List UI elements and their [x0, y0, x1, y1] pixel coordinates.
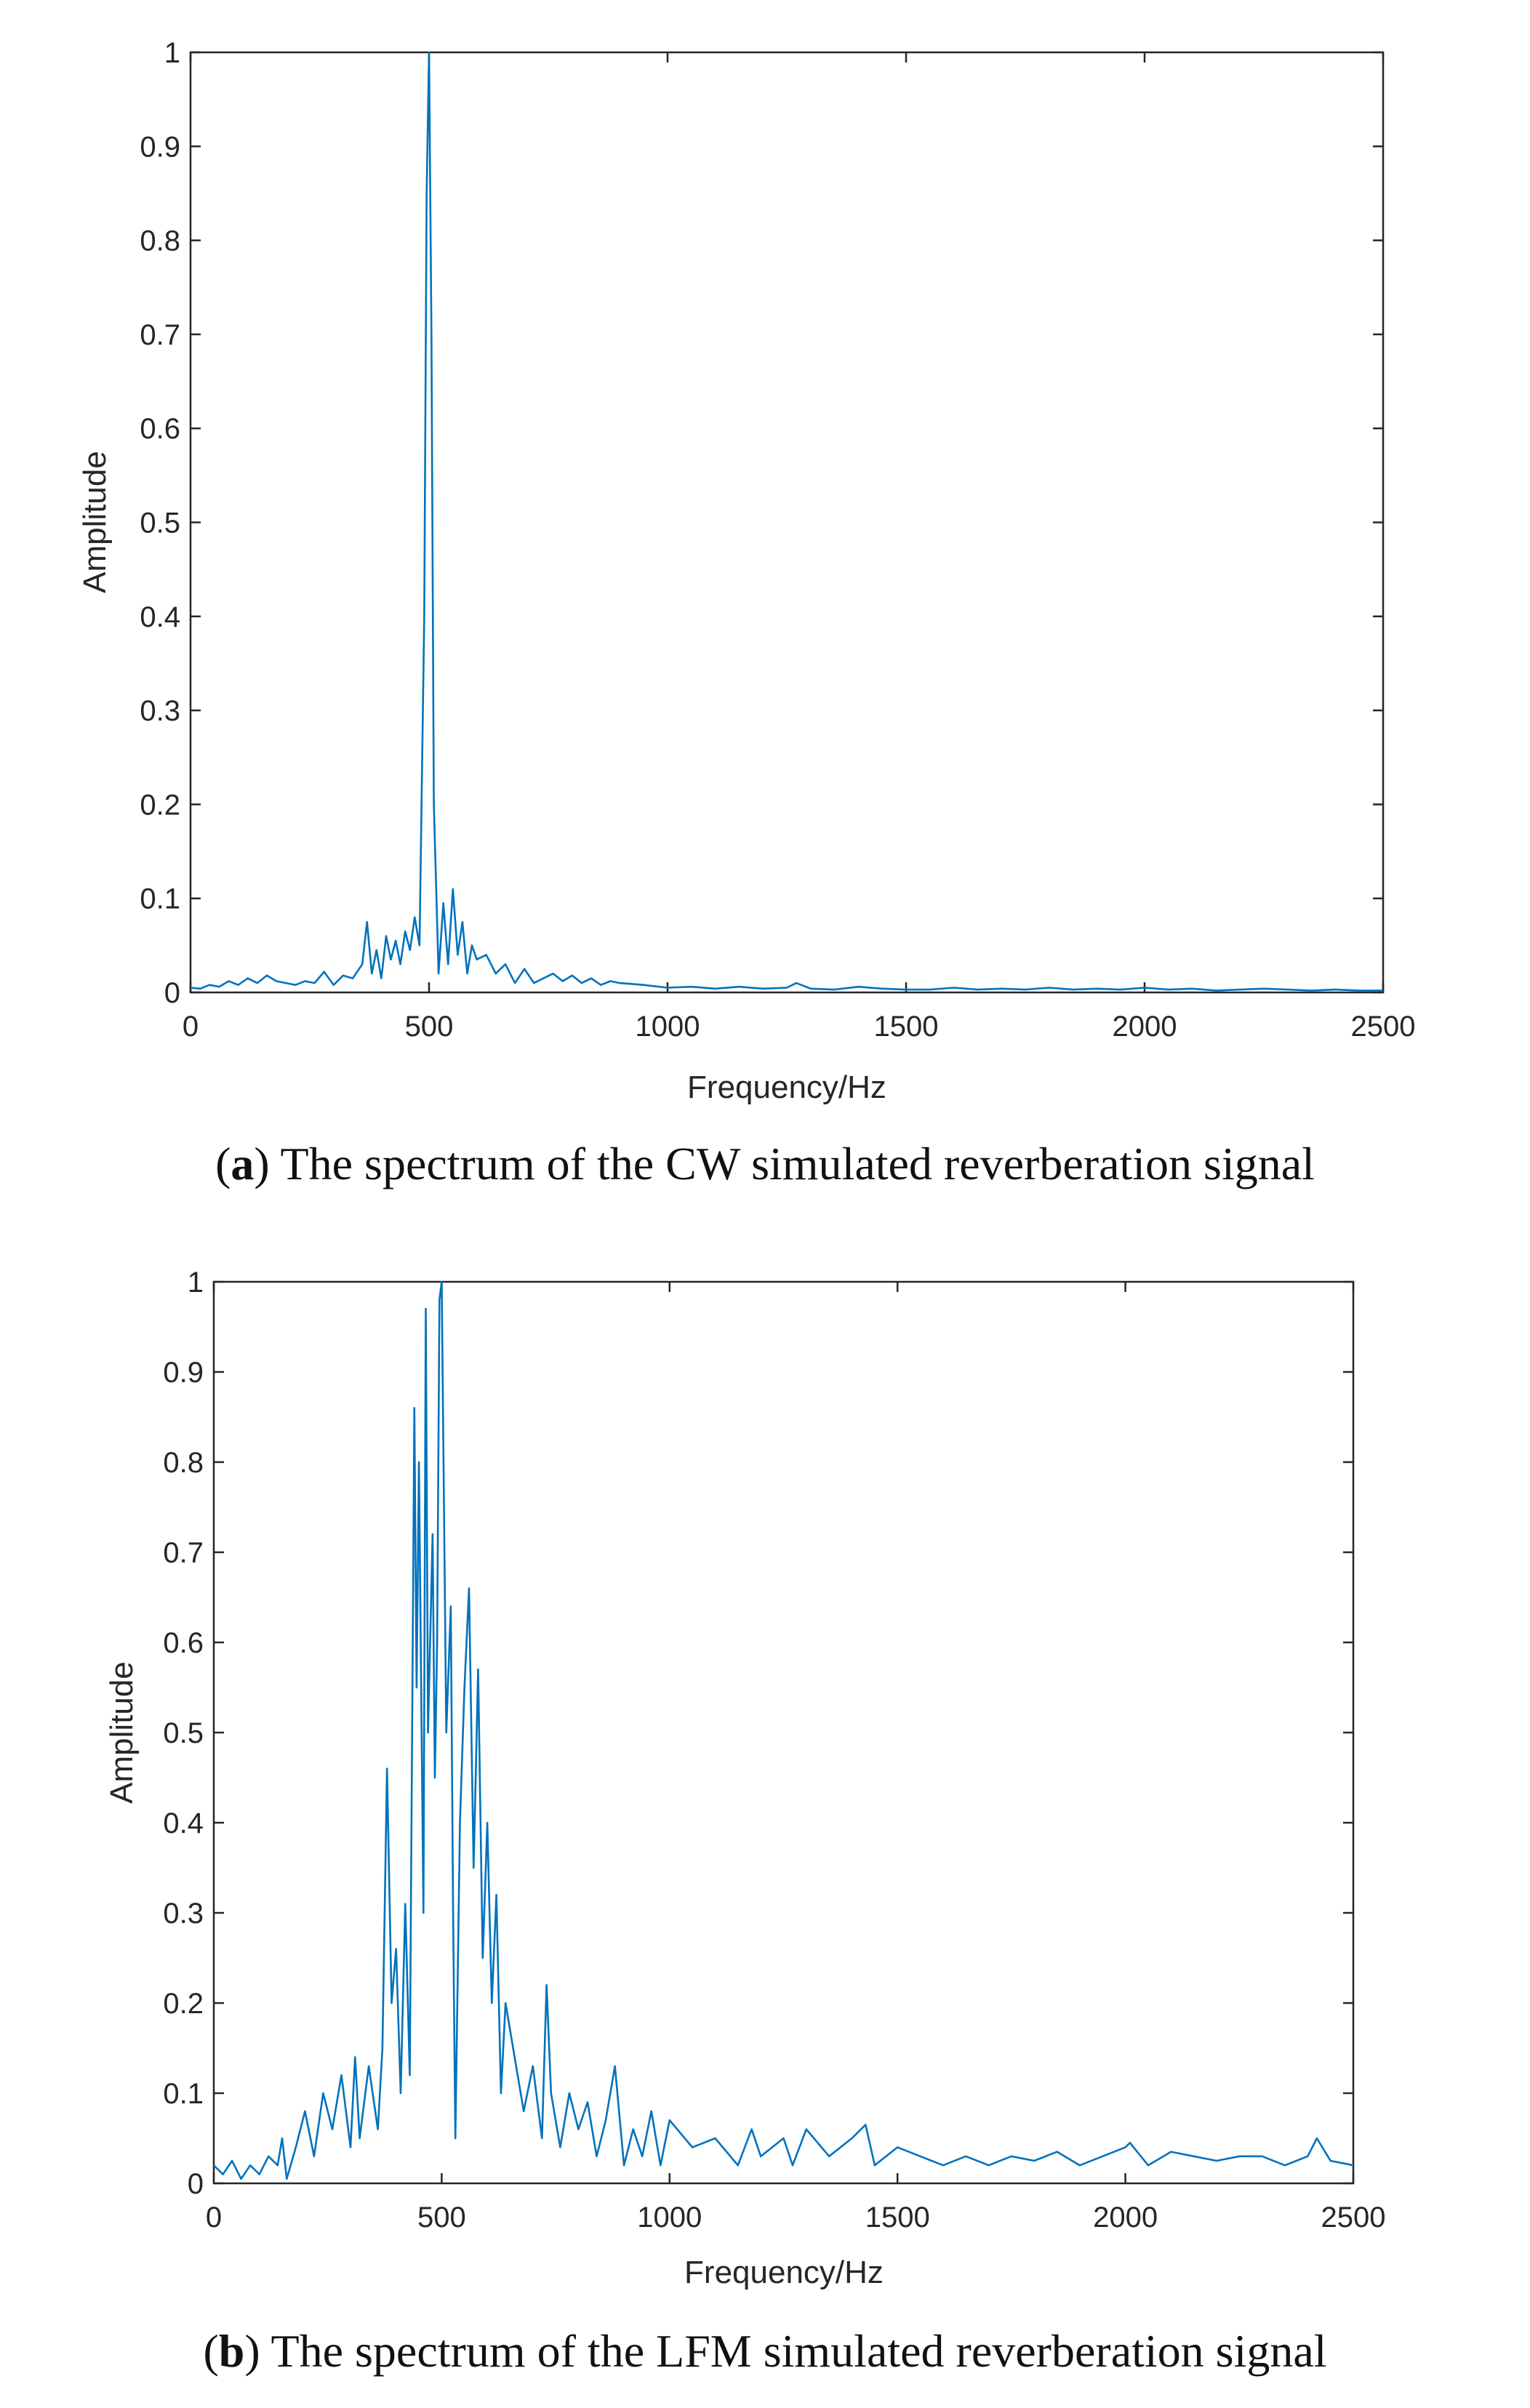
- y-tick-label: 0.8: [163, 1447, 204, 1479]
- panel-b: 0 0.1 0.2 0.3 0.4 0.5 0.6 0.7 0.8 0.9 1 0 500 1000 15…: [104, 1267, 1385, 2377]
- y-tick-label: 0: [188, 2168, 204, 2200]
- y-tick-label: 0.4: [140, 601, 180, 633]
- y-tick-label: 0.5: [140, 507, 180, 539]
- y-tick-label: 0.3: [140, 695, 180, 727]
- x-tick-label: 0: [183, 1011, 199, 1043]
- panel-b-y-tick-labels: 0 0.1 0.2 0.3 0.4 0.5 0.6 0.7 0.8 0.9 1: [163, 1267, 204, 2200]
- y-tick-label: 0.1: [163, 2078, 204, 2110]
- x-tick-label: 2000: [1113, 1011, 1177, 1043]
- x-tick-label: 2000: [1093, 2202, 1158, 2234]
- y-tick-label: 0.6: [163, 1627, 204, 1659]
- y-tick-label: 0.4: [163, 1807, 204, 1839]
- panel-b-x-tick-labels: 0 500 1000 1500 2000 2500: [206, 2202, 1386, 2234]
- x-tick-label: 2500: [1351, 1011, 1416, 1043]
- y-tick-label: 0.9: [163, 1357, 204, 1389]
- x-tick-label: 1500: [865, 2202, 930, 2234]
- y-tick-label: 0.5: [163, 1717, 204, 1749]
- panel-b-caption: (b) The spectrum of the LFM simulated re…: [203, 2325, 1326, 2377]
- panel-b-xlabel: Frequency/Hz: [684, 2255, 884, 2290]
- panel-a-x-tick-labels: 0 500 1000 1500 2000 2500: [183, 1011, 1416, 1043]
- panel-a-caption-text: The spectrum of the CW simulated reverbe…: [281, 1138, 1315, 1189]
- panel-b-caption-text: The spectrum of the LFM simulated reverb…: [271, 2325, 1327, 2377]
- panel-b-plot-frame: [212, 1280, 1355, 2185]
- y-tick-label: 0.1: [140, 883, 180, 915]
- y-tick-label: 0.2: [163, 1988, 204, 2020]
- y-tick-label: 0.6: [140, 413, 180, 445]
- y-tick-label: 0.2: [140, 789, 180, 821]
- panel-a: 0 0.1 0.2 0.3 0.4 0.5 0.6 0.7 0.8 0.9 1 0 500 1000 15…: [77, 37, 1415, 1189]
- x-tick-label: 500: [417, 2202, 466, 2234]
- panel-a-plot-frame: [189, 51, 1385, 994]
- y-tick-label: 1: [164, 37, 180, 69]
- y-tick-label: 1: [188, 1267, 204, 1299]
- panel-b-ticks: [212, 1280, 1355, 2185]
- panel-a-caption: (a) The spectrum of the CW simulated rev…: [215, 1138, 1315, 1189]
- y-tick-label: 0.3: [163, 1898, 204, 1930]
- panel-a-ylabel: Amplitude: [77, 451, 113, 593]
- panel-b-ylabel: Amplitude: [104, 1661, 140, 1804]
- panel-a-series-line: [190, 51, 1383, 992]
- x-tick-label: 2500: [1321, 2202, 1386, 2234]
- y-tick-label: 0: [164, 977, 180, 1009]
- y-tick-label: 0.7: [140, 319, 180, 351]
- y-tick-label: 0.7: [163, 1537, 204, 1569]
- x-tick-label: 500: [405, 1011, 454, 1043]
- x-tick-label: 1500: [874, 1011, 939, 1043]
- panel-a-xlabel: Frequency/Hz: [687, 1069, 886, 1105]
- panel-a-ticks: [189, 51, 1385, 994]
- x-tick-label: 1000: [637, 2202, 702, 2234]
- x-tick-label: 0: [206, 2202, 222, 2234]
- panel-b-caption-letter: b: [219, 2325, 245, 2377]
- y-tick-label: 0.9: [140, 131, 180, 163]
- panel-a-y-tick-labels: 0 0.1 0.2 0.3 0.4 0.5 0.6 0.7 0.8 0.9 1: [140, 37, 180, 1009]
- y-tick-label: 0.8: [140, 225, 180, 257]
- x-tick-label: 1000: [636, 1011, 700, 1043]
- panel-a-caption-letter: a: [231, 1138, 254, 1189]
- panel-b-series-line: [213, 1280, 1354, 2180]
